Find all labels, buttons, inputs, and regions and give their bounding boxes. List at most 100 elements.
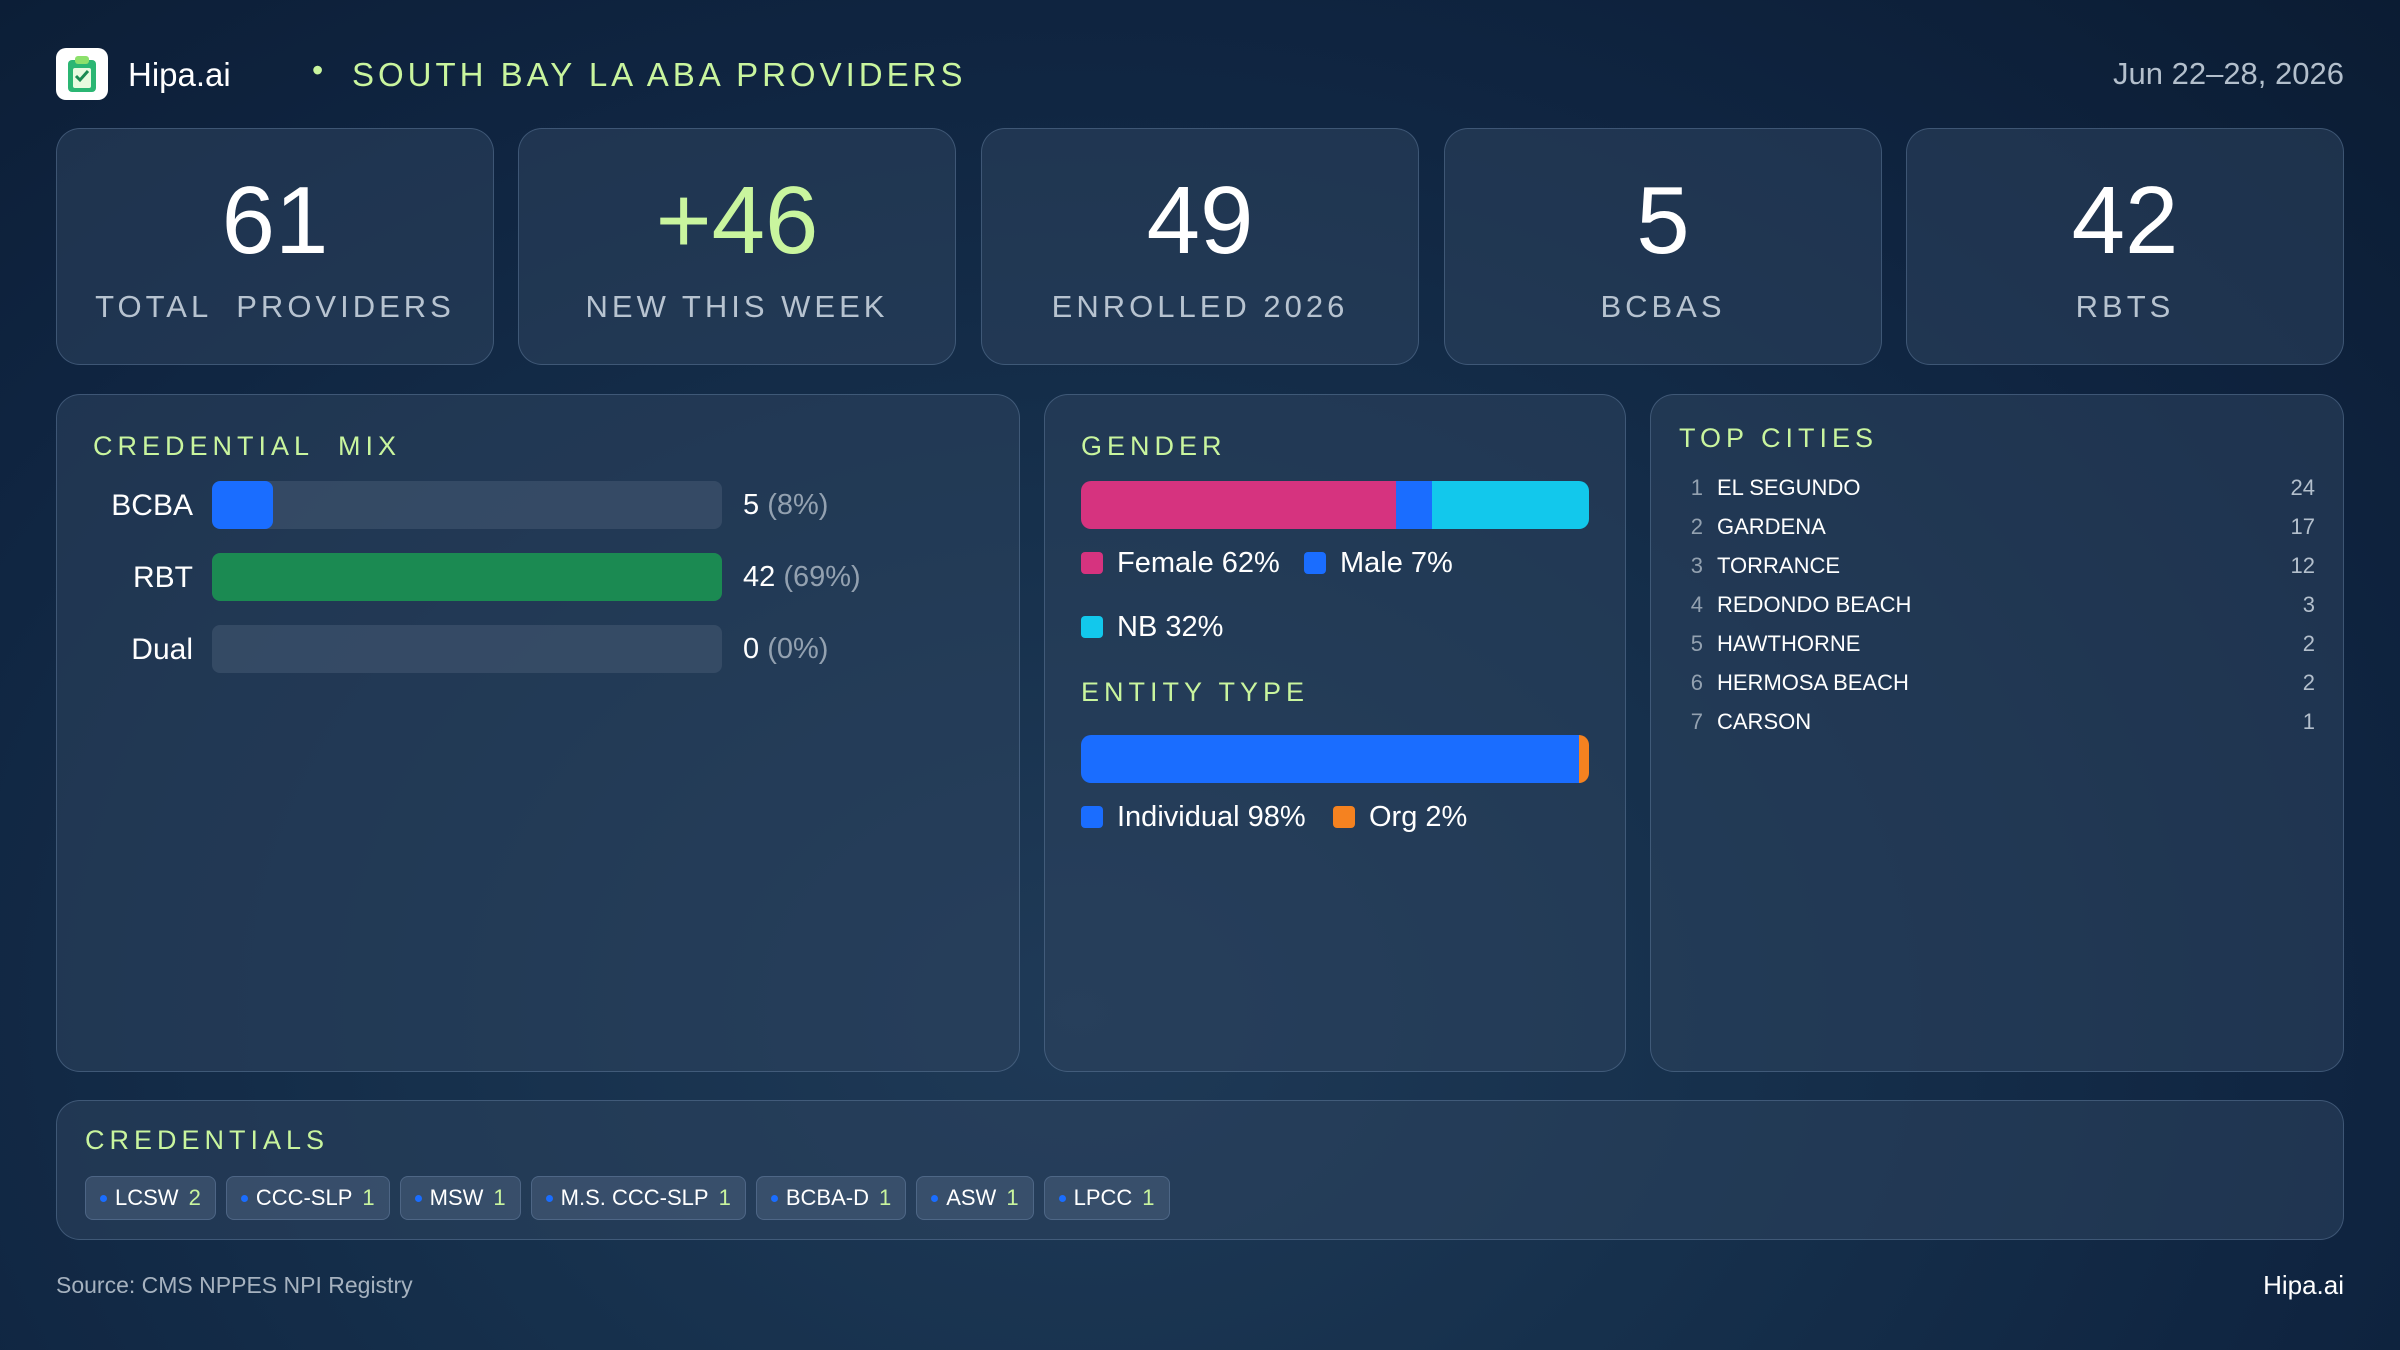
credential-bar-track (212, 625, 722, 673)
clipboard-icon (56, 48, 108, 100)
credential-label: BCBA (111, 489, 193, 522)
footer-brand: Hipa.ai (2263, 1270, 2344, 1300)
kpi-bcbas: 5 BCBAS (1444, 128, 1882, 365)
chip-count: 2 (188, 1185, 201, 1210)
gender-segment (1395, 481, 1432, 529)
kpi-value: +46 (655, 167, 819, 274)
city-row: 3 TORRANCE 12 (1677, 553, 2315, 583)
credential-count: 5 (8%) (743, 489, 829, 521)
legend-individual: Individual 98% (1081, 801, 1306, 834)
chip-count: 1 (362, 1185, 375, 1210)
entity-segment (1081, 735, 1579, 783)
credentials-title: CREDENTIALS (85, 1125, 330, 1155)
chip-label: CCC-SLP (255, 1185, 353, 1210)
credential-chip: BCBA-D 1 (755, 1176, 907, 1220)
credential-chip: M.S. CCC-SLP 1 (530, 1176, 746, 1220)
legend-swatch (1333, 806, 1355, 828)
kpi-new-this-week: +46 NEW THIS WEEK (518, 128, 956, 365)
demographics-panel: GENDER Female 62% Male 7% NB 32% ENTITY … (1044, 394, 1626, 1072)
credential-row-bcba: BCBA 5 (8%) (57, 481, 957, 529)
city-rank: 5 (1690, 631, 1703, 656)
credential-label: Dual (131, 633, 193, 666)
header: Hipa.ai • SOUTH BAY LA ABA PROVIDERS Jun… (56, 48, 2344, 102)
top-cities-panel: TOP CITIES 1 EL SEGUNDO 24 2 GARDENA 17 3 TORRA… (1650, 394, 2344, 1072)
kpi-value: 49 (1146, 167, 1254, 274)
credential-chips: LCSW 2 CCC-SLP 1 MSW 1 M.S. CCC-SLP 1 BCBA-D 1 ASW… (85, 1176, 1170, 1220)
legend-swatch (1081, 616, 1103, 638)
city-rank: 2 (1690, 514, 1703, 539)
kpi-value: 61 (221, 167, 329, 274)
legend-female: Female 62% (1081, 547, 1280, 580)
chip-count: 1 (1006, 1185, 1019, 1210)
gender-segment (1431, 481, 1589, 529)
city-rank: 6 (1690, 670, 1703, 695)
city-name: TORRANCE (1717, 553, 1841, 578)
chip-dot-icon (545, 1194, 553, 1202)
chip-label: ASW (946, 1185, 997, 1210)
source-note: Source: CMS NPPES NPI Registry (56, 1272, 413, 1298)
legend-swatch (1304, 552, 1326, 574)
legend-swatch (1081, 552, 1103, 574)
credential-label: RBT (133, 561, 193, 594)
chip-dot-icon (240, 1194, 248, 1202)
gender-segment (1081, 481, 1396, 529)
title-separator: • (312, 52, 324, 88)
city-count: 12 (2290, 553, 2315, 578)
credential-bar-fill (212, 553, 722, 601)
city-row: 6 HERMOSA BEACH 2 (1677, 670, 2315, 700)
credential-mix-title: CREDENTIAL MIX (93, 431, 402, 461)
chip-dot-icon (931, 1194, 939, 1202)
entity-type-title: ENTITY TYPE (1081, 677, 1310, 707)
chip-dot-icon (100, 1194, 107, 1202)
kpi-value: 42 (2071, 167, 2179, 274)
city-row: 2 GARDENA 17 (1677, 514, 2315, 544)
credentials-panel: CREDENTIALS LCSW 2 CCC-SLP 1 MSW 1 M.S. CCC-SL… (56, 1100, 2344, 1240)
chip-label: BCBA-D (785, 1185, 869, 1210)
chip-count: 1 (493, 1185, 506, 1210)
chip-label: MSW (429, 1185, 484, 1210)
legend-swatch (1081, 806, 1103, 828)
city-rank: 4 (1690, 592, 1703, 617)
city-name: GARDENA (1717, 514, 1826, 539)
city-count: 17 (2290, 514, 2315, 539)
city-count: 3 (2302, 592, 2315, 617)
credential-row-dual: Dual 0 (0%) (57, 625, 957, 673)
entity-segment (1578, 735, 1589, 783)
legend-org: Org 2% (1333, 801, 1467, 834)
legend-male: Male 7% (1304, 547, 1453, 580)
kpi-value: 5 (1636, 167, 1690, 274)
credential-bar-track (212, 553, 722, 601)
credential-chip: LPCC 1 (1043, 1176, 1170, 1220)
city-rank: 3 (1690, 553, 1703, 578)
kpi-enrolled-2026: 49 ENROLLED 2026 (981, 128, 1419, 365)
city-name: CARSON (1717, 709, 1812, 734)
city-name: REDONDO BEACH (1717, 592, 1912, 617)
credential-chip: LCSW 2 (85, 1176, 216, 1220)
chip-label: M.S. CCC-SLP (560, 1185, 709, 1210)
city-count: 2 (2302, 670, 2315, 695)
kpi-label: NEW THIS WEEK (585, 289, 889, 324)
report-title: SOUTH BAY LA ABA PROVIDERS (352, 56, 967, 93)
credential-row-rbt: RBT 42 (69%) (57, 553, 957, 601)
city-count: 24 (2290, 475, 2315, 500)
kpi-label: BCBAS (1600, 289, 1726, 324)
date-range: Jun 22–28, 2026 (2113, 56, 2344, 91)
credential-bar-fill (212, 481, 274, 529)
city-rank: 7 (1690, 709, 1703, 734)
kpi-total-providers: 61 TOTAL PROVIDERS (56, 128, 494, 365)
chip-count: 1 (878, 1185, 892, 1210)
kpi-label: RBTS (2075, 289, 2175, 324)
kpi-rbts: 42 RBTS (1906, 128, 2344, 365)
entity-stacked-bar (1081, 735, 1589, 783)
chip-dot-icon (414, 1194, 422, 1202)
city-row: 7 CARSON 1 (1677, 709, 2315, 739)
chip-label: LPCC (1073, 1185, 1133, 1210)
chip-dot-icon (770, 1194, 778, 1202)
credential-count: 0 (0%) (743, 633, 829, 665)
credential-mix-panel: CREDENTIAL MIX BCBA 5 (8%) RBT 42 (69%) … (56, 394, 1020, 1072)
chip-count: 1 (1142, 1185, 1155, 1210)
city-row: 1 EL SEGUNDO 24 (1677, 475, 2315, 505)
chip-dot-icon (1058, 1194, 1066, 1202)
kpi-label: TOTAL PROVIDERS (95, 289, 455, 324)
gender-title: GENDER (1081, 431, 1227, 461)
